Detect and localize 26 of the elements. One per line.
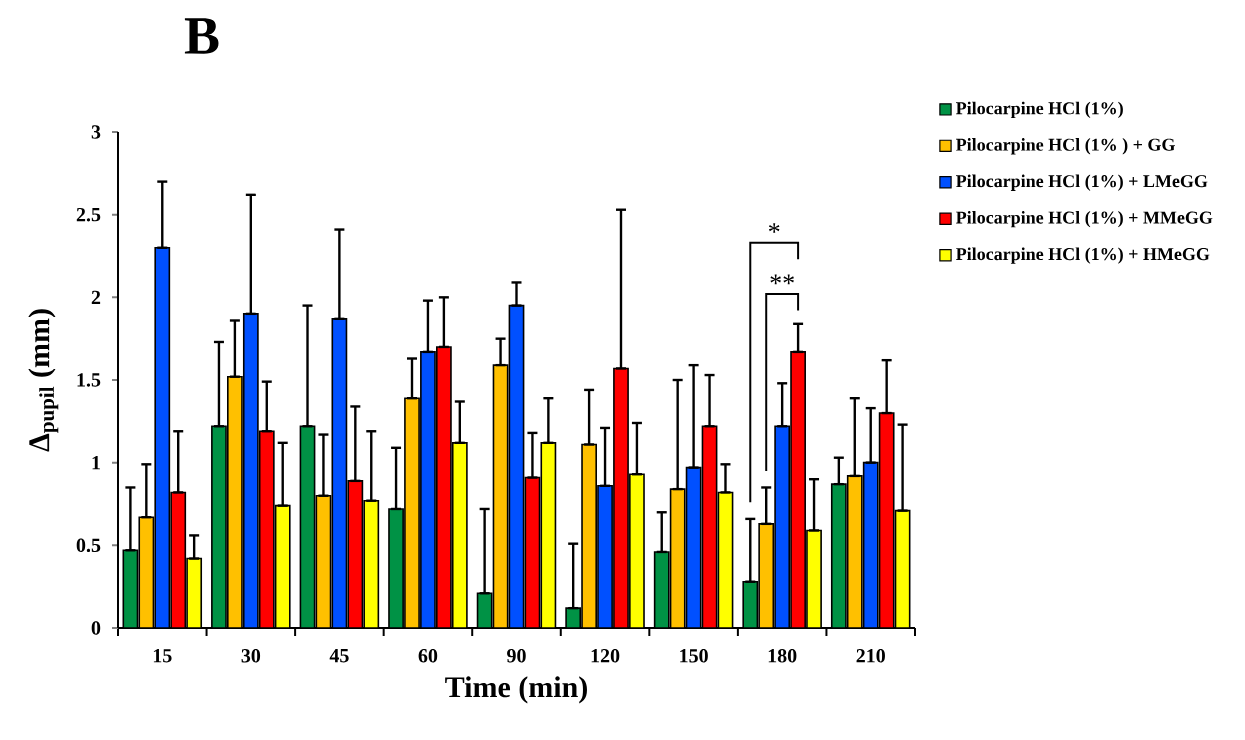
legend-label: Pilocarpine HCl (1%) + HMeGG xyxy=(955,247,1210,264)
legend-label: Pilocarpine HCl (1%) + MMeGG xyxy=(955,210,1213,228)
y-tick-label: 3 xyxy=(91,125,101,139)
x-tick-label: 180 xyxy=(768,649,797,663)
x-tick-label: 210 xyxy=(856,649,885,663)
x-tick-label: 150 xyxy=(680,649,708,663)
y-tick-label: 2 xyxy=(91,290,101,304)
x-tick-label: 90 xyxy=(507,649,526,663)
x-tick-label: 30 xyxy=(241,649,261,663)
annotation: ** xyxy=(770,274,794,285)
x-tick-label: 45 xyxy=(329,649,349,663)
legend-label: Pilocarpine HCl (1%) xyxy=(955,101,1123,118)
y-tick-label: 1.5 xyxy=(77,373,101,387)
y-tick-label: 1 xyxy=(92,456,100,470)
x-axis-title: Time (min) xyxy=(445,676,587,704)
y-axis-title: Δ$_{pupil}$ (mm) xyxy=(28,309,59,452)
y-tick-label: 2.5 xyxy=(76,207,101,222)
x-tick-label: 15 xyxy=(153,649,172,663)
legend-label: Pilocarpine HCl (1% ) + GG xyxy=(955,138,1175,155)
legend-label: Pilocarpine HCl (1%) + LMeGG xyxy=(955,174,1208,191)
x-tick-label: 120 xyxy=(591,649,620,663)
annotation: * xyxy=(768,223,780,233)
chart-title: B xyxy=(184,18,219,54)
y-tick-label: 0.5 xyxy=(76,538,101,553)
x-tick-label: 60 xyxy=(418,649,438,663)
y-tick-label: 0 xyxy=(91,621,101,635)
